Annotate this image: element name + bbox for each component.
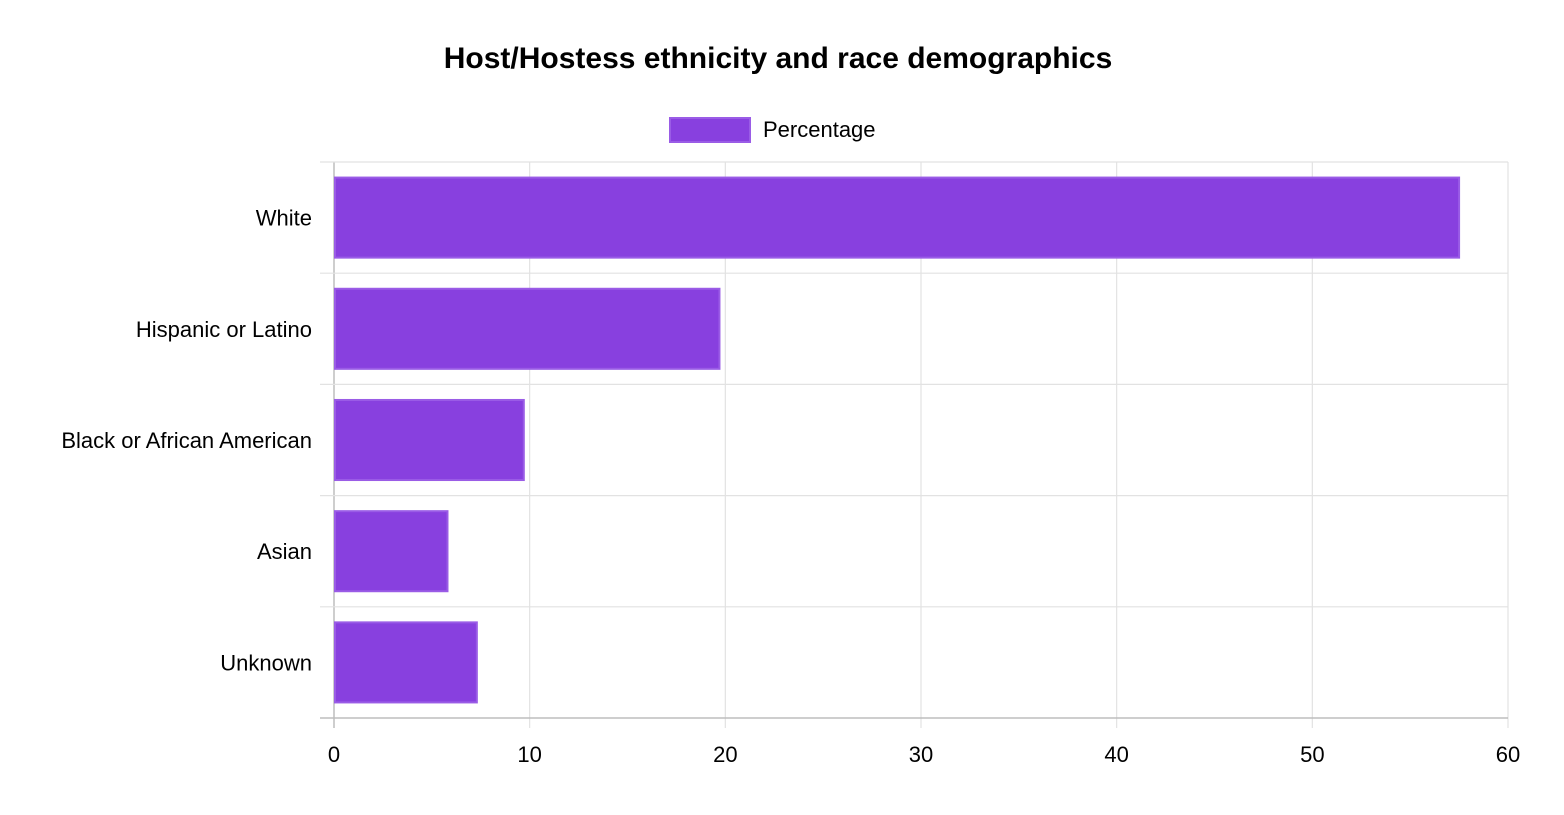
- x-tick-label: 10: [517, 742, 541, 767]
- category-label: Asian: [257, 539, 312, 564]
- x-tick-label: 40: [1104, 742, 1128, 767]
- bar[interactable]: [334, 621, 478, 704]
- x-tick-label: 20: [713, 742, 737, 767]
- x-tick-label: 50: [1300, 742, 1324, 767]
- bar[interactable]: [334, 287, 721, 370]
- bar[interactable]: [334, 510, 449, 593]
- bar[interactable]: [334, 176, 1461, 259]
- x-tick-label: 0: [328, 742, 340, 767]
- bars: [334, 176, 1461, 704]
- x-tick-label: 60: [1496, 742, 1520, 767]
- chart-title: Host/Hostess ethnicity and race demograp…: [444, 42, 1113, 75]
- category-label: Hispanic or Latino: [136, 317, 312, 342]
- category-labels: White Hispanic or Latino Black or African …: [61, 206, 312, 676]
- x-axis-tick-labels: 0 10 20 30 40 50 60: [328, 742, 1520, 767]
- legend-label: Percentage: [763, 117, 876, 142]
- legend-swatch: [669, 117, 751, 143]
- category-label: Black or African American: [61, 428, 312, 453]
- category-label: White: [256, 206, 312, 231]
- x-tick-label: 30: [909, 742, 933, 767]
- category-label: Unknown: [220, 650, 312, 675]
- bar[interactable]: [334, 398, 525, 482]
- legend[interactable]: Percentage: [669, 117, 876, 143]
